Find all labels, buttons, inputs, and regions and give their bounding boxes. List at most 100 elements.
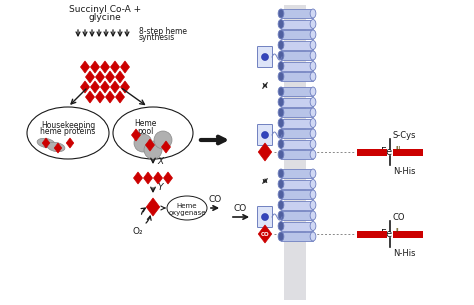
Ellipse shape — [278, 221, 284, 231]
Bar — [281, 98, 313, 106]
Text: S-Cys: S-Cys — [393, 131, 417, 141]
Ellipse shape — [310, 20, 316, 28]
Text: CO: CO — [209, 195, 222, 204]
Ellipse shape — [278, 232, 284, 241]
Ellipse shape — [278, 190, 284, 199]
Ellipse shape — [310, 72, 316, 81]
Text: N-His: N-His — [393, 249, 416, 257]
Bar — [281, 51, 313, 60]
Ellipse shape — [37, 138, 55, 148]
Ellipse shape — [278, 98, 284, 106]
Polygon shape — [85, 71, 94, 83]
Bar — [281, 72, 313, 81]
Polygon shape — [120, 81, 129, 93]
Text: CO: CO — [393, 214, 405, 223]
Ellipse shape — [310, 62, 316, 70]
Text: synthesis: synthesis — [139, 34, 175, 42]
Text: CO: CO — [233, 204, 246, 213]
Bar — [281, 62, 313, 70]
Polygon shape — [100, 81, 109, 93]
Ellipse shape — [310, 41, 316, 49]
Polygon shape — [106, 91, 115, 103]
Ellipse shape — [278, 150, 284, 159]
Ellipse shape — [310, 51, 316, 60]
Ellipse shape — [27, 107, 109, 159]
Bar — [281, 190, 313, 199]
Ellipse shape — [278, 108, 284, 117]
Polygon shape — [85, 91, 94, 103]
Text: oxygenase: oxygenase — [168, 210, 206, 216]
Polygon shape — [134, 172, 143, 184]
Ellipse shape — [278, 87, 284, 96]
Ellipse shape — [278, 9, 284, 18]
Polygon shape — [146, 139, 155, 151]
Ellipse shape — [310, 139, 316, 149]
Polygon shape — [116, 71, 125, 83]
Bar — [393, 149, 423, 156]
Ellipse shape — [278, 200, 284, 210]
Polygon shape — [120, 61, 129, 73]
Text: Fe: Fe — [382, 147, 392, 157]
Bar — [281, 211, 313, 220]
Ellipse shape — [278, 169, 284, 178]
Text: Heme: Heme — [134, 120, 156, 128]
Ellipse shape — [310, 180, 316, 188]
Bar — [393, 231, 423, 238]
Polygon shape — [258, 225, 272, 243]
Polygon shape — [144, 172, 153, 184]
Text: O₂: O₂ — [133, 228, 143, 236]
Text: pool: pool — [137, 127, 153, 135]
Bar — [281, 232, 313, 241]
Ellipse shape — [278, 119, 284, 127]
Bar — [281, 150, 313, 159]
Ellipse shape — [310, 150, 316, 159]
Bar — [281, 87, 313, 96]
Bar — [281, 119, 313, 127]
Ellipse shape — [278, 30, 284, 39]
Bar — [281, 169, 313, 178]
Polygon shape — [131, 129, 140, 141]
Bar — [281, 129, 313, 138]
Bar — [281, 221, 313, 231]
Ellipse shape — [310, 9, 316, 18]
Polygon shape — [110, 81, 119, 93]
FancyBboxPatch shape — [257, 124, 273, 145]
Text: CO: CO — [261, 231, 269, 236]
Ellipse shape — [278, 20, 284, 28]
Ellipse shape — [310, 108, 316, 117]
Bar — [357, 149, 387, 156]
Circle shape — [262, 131, 268, 138]
Text: 8-step heme: 8-step heme — [139, 27, 187, 35]
Ellipse shape — [310, 211, 316, 220]
Text: Housekeeping: Housekeeping — [41, 120, 95, 130]
Text: X: X — [157, 157, 163, 167]
Bar — [281, 180, 313, 188]
Circle shape — [134, 134, 152, 152]
Bar — [281, 139, 313, 149]
Ellipse shape — [310, 129, 316, 138]
Polygon shape — [110, 61, 119, 73]
Polygon shape — [91, 81, 100, 93]
Bar — [281, 9, 313, 18]
Ellipse shape — [278, 129, 284, 138]
Polygon shape — [54, 143, 62, 153]
Ellipse shape — [278, 62, 284, 70]
Polygon shape — [154, 172, 163, 184]
Bar — [284, 5, 306, 300]
Bar — [281, 200, 313, 210]
Ellipse shape — [310, 119, 316, 127]
Circle shape — [262, 214, 268, 221]
Polygon shape — [162, 141, 171, 153]
FancyBboxPatch shape — [257, 206, 273, 228]
Polygon shape — [95, 71, 104, 83]
Ellipse shape — [310, 200, 316, 210]
Ellipse shape — [278, 51, 284, 60]
Ellipse shape — [113, 107, 193, 159]
Text: Fe: Fe — [382, 229, 392, 239]
Circle shape — [154, 131, 172, 149]
Ellipse shape — [278, 139, 284, 149]
Ellipse shape — [278, 41, 284, 49]
FancyBboxPatch shape — [257, 46, 273, 67]
Ellipse shape — [278, 72, 284, 81]
Ellipse shape — [310, 30, 316, 39]
